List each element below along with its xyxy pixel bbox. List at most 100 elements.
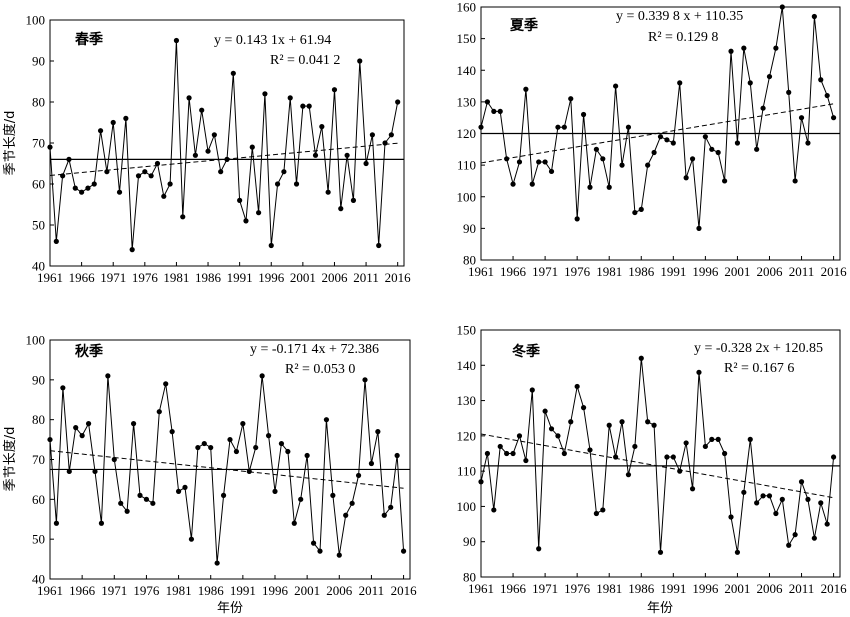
data-point	[670, 140, 676, 146]
data-point	[657, 549, 664, 555]
data-point	[645, 419, 651, 425]
data-point	[186, 95, 192, 101]
x-tick-label: 1996	[262, 583, 289, 598]
data-point	[104, 169, 110, 175]
x-tick-label: 1991	[660, 581, 686, 596]
y-tick-label: 120	[457, 126, 477, 141]
x-tick-label: 1996	[258, 270, 285, 285]
y-tick-label: 80	[32, 95, 45, 110]
data-point	[766, 73, 773, 80]
y-tick-label: 140	[457, 358, 477, 373]
data-point	[555, 124, 561, 130]
data-point	[632, 209, 638, 216]
data-point	[91, 181, 97, 187]
x-tick-label: 1981	[163, 270, 189, 285]
x-tick-label: 1971	[532, 581, 558, 596]
series-line	[480, 358, 835, 553]
x-tick-label: 1986	[198, 583, 225, 598]
data-point	[568, 419, 574, 425]
data-point	[504, 156, 510, 162]
x-tick-label: 1966	[500, 264, 527, 279]
chart-panel-2: 80 90 100 110 120 130 140 150 160 1961 1966 1971 197…	[457, 0, 848, 279]
x-tick-label: 2011	[359, 583, 385, 598]
trend-equation: y = -0.328 2x + 120.85	[694, 341, 823, 356]
data-point	[478, 479, 484, 485]
data-point	[497, 443, 503, 450]
data-point	[600, 507, 606, 513]
data-point	[163, 381, 169, 387]
data-point	[388, 132, 394, 138]
data-point	[491, 108, 497, 114]
data-point	[224, 156, 230, 162]
data-point	[741, 45, 747, 51]
data-point	[143, 496, 150, 502]
data-point	[741, 489, 747, 495]
data-point	[792, 532, 798, 538]
data-point	[754, 500, 760, 506]
data-point	[613, 83, 619, 89]
data-point	[253, 444, 259, 451]
data-point	[702, 134, 708, 140]
y-tick-label: 50	[32, 218, 45, 233]
x-tick-label: 1986	[628, 581, 655, 596]
data-point	[613, 454, 619, 460]
data-point	[369, 132, 375, 138]
data-point	[53, 238, 59, 244]
x-tick-label: 2001	[290, 270, 316, 285]
data-point	[362, 377, 368, 383]
data-point	[580, 111, 587, 118]
y-tick-label: 160	[457, 0, 477, 15]
data-point	[246, 468, 252, 475]
data-point	[142, 169, 148, 175]
data-point	[824, 521, 830, 527]
r-squared: R² = 0.041 2	[270, 53, 340, 68]
x-tick-label: 1981	[596, 581, 622, 596]
data-point	[798, 115, 805, 121]
y-tick-label: 60	[32, 177, 45, 192]
data-point	[548, 168, 555, 175]
data-point	[287, 95, 293, 101]
data-point	[60, 385, 66, 391]
trend-line	[480, 433, 834, 499]
data-point	[330, 492, 336, 498]
data-point	[593, 146, 599, 152]
data-point	[587, 447, 593, 453]
data-point	[73, 425, 79, 431]
trend-line	[480, 103, 834, 164]
data-point	[53, 520, 60, 526]
data-point	[188, 536, 195, 542]
data-point	[47, 436, 53, 443]
data-point	[274, 181, 281, 187]
data-point	[167, 181, 173, 187]
x-tick-label: 1966	[500, 581, 527, 596]
data-point	[484, 99, 491, 105]
data-point	[124, 508, 130, 514]
data-point	[542, 408, 548, 414]
data-point	[169, 429, 175, 435]
data-point	[709, 146, 715, 152]
x-tick-label: 2016	[385, 270, 412, 285]
data-point	[331, 87, 338, 93]
data-point	[510, 181, 516, 187]
data-point	[657, 134, 664, 140]
r-squared: R² = 0.053 0	[285, 362, 355, 377]
data-point	[548, 426, 555, 432]
data-point	[670, 454, 676, 460]
season-label: 冬季	[512, 343, 540, 360]
data-point	[214, 560, 220, 566]
data-point	[293, 181, 300, 187]
data-point	[728, 48, 734, 54]
data-point	[350, 197, 357, 203]
data-point	[529, 181, 535, 187]
x-axis-title: 年份	[217, 601, 243, 616]
data-point	[400, 548, 407, 554]
data-point	[98, 520, 105, 526]
data-point	[529, 387, 535, 393]
y-tick-label: 60	[32, 492, 45, 507]
trend-equation: y = 0.339 8 x + 110.35	[616, 9, 743, 24]
data-point	[696, 225, 702, 231]
y-tick-label: 40	[32, 572, 45, 587]
plot-frame	[49, 19, 405, 267]
data-point	[734, 140, 741, 146]
